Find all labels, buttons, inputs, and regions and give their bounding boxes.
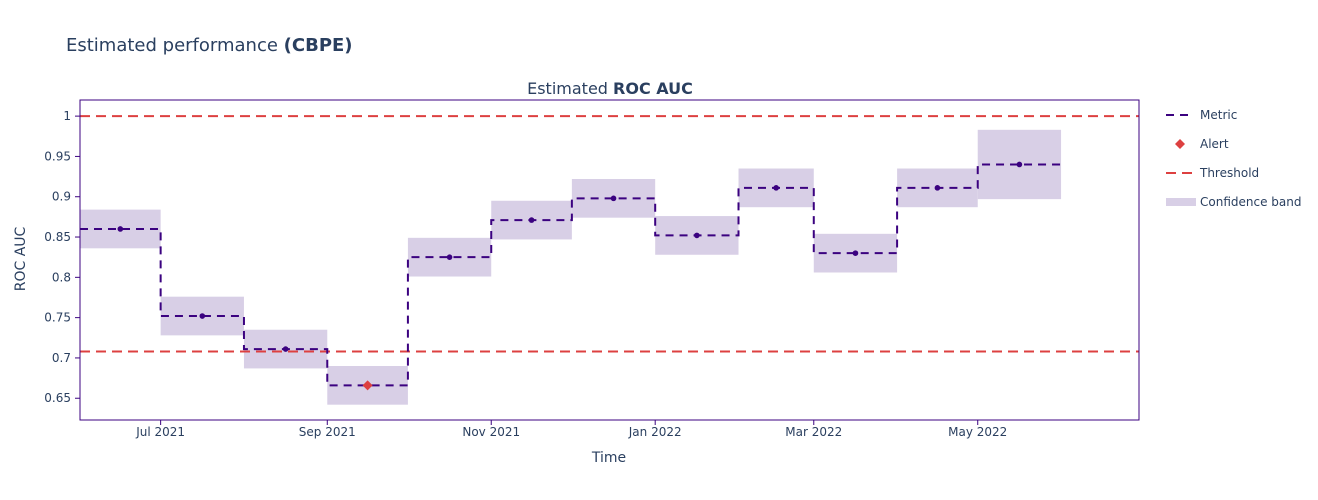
legend-label-metric: Metric: [1200, 108, 1237, 122]
figure-title: Estimated performance (CBPE): [66, 35, 353, 56]
y-tick-label-2: 0.75: [44, 311, 71, 325]
legend-label-band: Confidence band: [1200, 195, 1301, 209]
metric-point-6: [610, 195, 617, 202]
subplot-title-prefix: Estimated: [527, 79, 613, 98]
x-tick-label-1: Sep 2021: [299, 425, 356, 439]
y-tick-label-1: 0.7: [52, 351, 71, 365]
x-tick-label-5: May 2022: [948, 425, 1007, 439]
metric-point-11: [1016, 161, 1023, 168]
metric-point-7: [694, 232, 700, 239]
metric-point-4: [446, 254, 453, 260]
figure-title-prefix: Estimated performance: [66, 35, 284, 56]
x-tick-label-4: Mar 2022: [785, 425, 842, 439]
metric-line: [80, 163, 1062, 387]
legend: Metric Alert Threshold Confidence band: [1166, 108, 1301, 209]
metric-point-5: [528, 217, 535, 223]
y-tick-label-4: 0.85: [44, 230, 71, 244]
x-tick-label-0: Jul 2021: [135, 425, 185, 439]
subplot-title: Estimated ROC AUC: [527, 79, 693, 98]
figure-title-bold: (CBPE): [284, 35, 353, 56]
legend-label-threshold: Threshold: [1199, 166, 1259, 180]
y-tick-label-6: 0.95: [44, 149, 71, 163]
y-tick-label-0: 0.65: [44, 391, 71, 405]
metric-point-0: [117, 226, 124, 232]
plot-frame: [79, 99, 1140, 421]
x-tick-label-2: Nov 2021: [462, 425, 520, 439]
y-tick-label-7: 1: [63, 109, 71, 123]
y-axis-label: ROC AUC: [13, 226, 29, 291]
y-tick-label-5: 0.9: [52, 190, 71, 204]
legend-alert-symbol: [1175, 139, 1185, 149]
metric-point-2: [282, 346, 289, 352]
y-tick-label-3: 0.8: [52, 270, 71, 284]
metric-point-9: [852, 250, 859, 256]
plot-area: 0.65 0.7 0.75 0.8 0.85 0.9 0.95 1 Jul 2021 Sep 20…: [44, 99, 1140, 439]
subplot-title-bold: ROC AUC: [613, 79, 693, 98]
x-axis-label: Time: [591, 450, 626, 466]
alert-marker-3: [362, 380, 373, 391]
metric-point-1: [199, 313, 206, 319]
legend-band-symbol: [1166, 198, 1196, 206]
metric-point-8: [773, 185, 779, 191]
x-tick-label-3: Jan 2022: [628, 425, 682, 439]
metric-point-10: [934, 185, 941, 191]
legend-label-alert: Alert: [1200, 137, 1229, 151]
